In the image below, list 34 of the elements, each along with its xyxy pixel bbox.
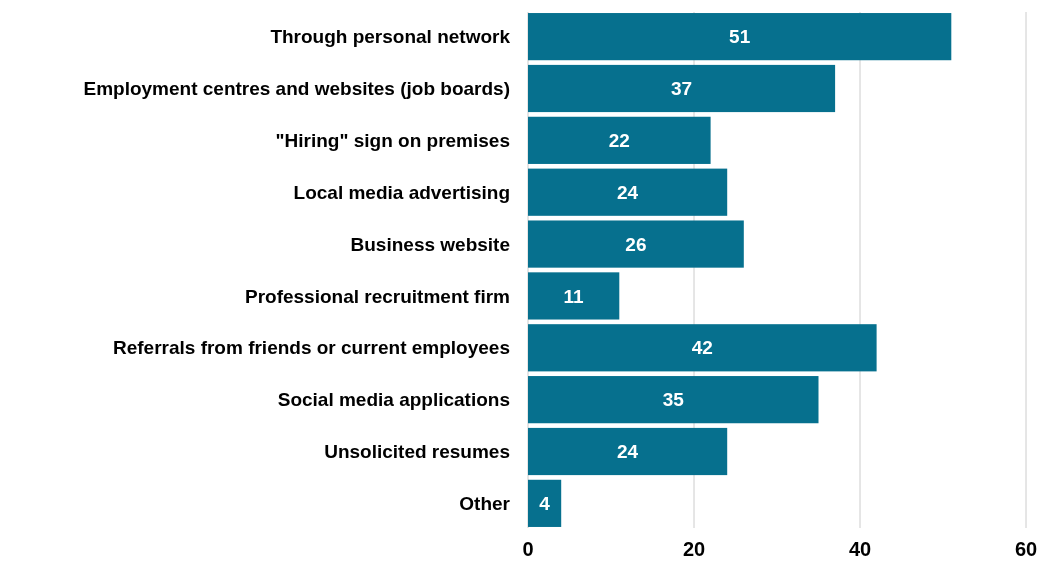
y-tick-label: Referrals from friends or current employees — [112, 337, 510, 359]
bar — [528, 220, 744, 268]
data-label: 22 — [608, 130, 630, 151]
y-tick-label: Through personal network — [270, 26, 511, 48]
y-tick-label: Professional recruitment firm — [244, 285, 510, 307]
bar — [528, 272, 620, 320]
y-tick-label: Unsolicited resumes — [324, 441, 510, 463]
y-tick-label: Social media applications — [277, 389, 510, 411]
bar — [528, 376, 819, 424]
data-label: 35 — [662, 389, 685, 411]
x-tick-label: 0 — [522, 538, 534, 560]
bar — [528, 116, 711, 164]
bar — [528, 427, 728, 476]
y-tick-label: Other — [459, 493, 511, 515]
bar — [528, 324, 877, 372]
bar — [528, 64, 836, 113]
data-label: 11 — [563, 285, 585, 307]
y-tick-label: Business website — [350, 233, 510, 255]
data-label: 37 — [670, 78, 693, 100]
data-label: 42 — [691, 337, 713, 359]
data-label: 4 — [539, 493, 551, 515]
data-label: 24 — [617, 441, 639, 463]
y-tick-label: Employment centres and websites (job boards) — [83, 78, 510, 100]
bar — [528, 13, 952, 61]
data-label: 24 — [617, 181, 639, 203]
x-tick-label: 40 — [848, 538, 872, 560]
bar — [528, 479, 562, 527]
x-tick-label: 60 — [1014, 538, 1038, 560]
y-tick-label: Local media advertising — [293, 181, 510, 203]
bar — [528, 168, 728, 216]
y-tick-label: "Hiring" sign on premises — [275, 130, 510, 151]
data-label: 51 — [729, 26, 751, 48]
x-tick-label: 20 — [682, 538, 706, 560]
data-label: 26 — [625, 233, 647, 255]
